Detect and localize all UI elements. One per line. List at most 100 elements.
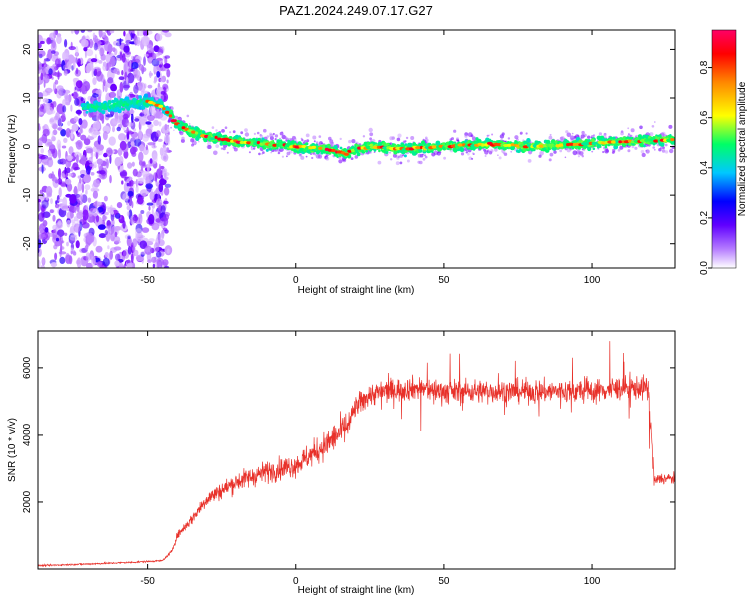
noise-speckle: [79, 169, 87, 176]
colorbar-tick-label: 0.8: [699, 60, 710, 74]
halo-speckle: [317, 154, 323, 159]
noise-speckle: [87, 135, 91, 139]
noise-speckle: [65, 128, 71, 138]
noise-speckle: [38, 202, 41, 212]
noise-speckle: [126, 236, 132, 247]
halo-speckle: [658, 148, 662, 152]
halo-speckle: [272, 132, 275, 136]
halo-speckle: [396, 137, 401, 142]
noise-speckle: [72, 91, 78, 100]
halo-speckle: [548, 135, 553, 140]
halo-speckle: [488, 151, 493, 155]
halo-speckle: [465, 151, 468, 154]
halo-speckle: [631, 145, 635, 149]
noise-speckle: [54, 252, 58, 261]
spectrogram-x-axis: -50 0 50 100: [140, 30, 601, 286]
noise-speckle: [133, 84, 139, 94]
halo-speckle: [664, 143, 668, 147]
noise-speckle: [73, 185, 78, 195]
noise-speckle: [59, 256, 66, 264]
noise-speckle: [47, 142, 53, 146]
ridge-core: [246, 141, 252, 145]
noise-speckle: [130, 253, 134, 264]
noise-speckle: [85, 189, 88, 195]
ridge-core: [256, 141, 261, 145]
noise-speckle: [112, 118, 120, 125]
noise-speckle: [68, 173, 74, 177]
ridge-mark: [326, 143, 331, 148]
halo-speckle: [564, 156, 567, 159]
noise-speckle: [38, 139, 43, 148]
halo-speckle: [501, 132, 505, 136]
noise-speckle: [59, 248, 62, 258]
noise-speckle: [50, 262, 58, 268]
colorbar: 0.0 0.2 0.4 0.6 0.8 Normalized spectral ampl…: [699, 29, 748, 275]
noise-speckle: [85, 49, 94, 57]
y-tick-label: -10: [22, 187, 33, 202]
halo-speckle: [587, 135, 591, 139]
halo-speckle: [436, 151, 441, 156]
spectrogram-y-axis: -20 -10 0 10 20: [22, 43, 675, 251]
halo-speckle: [224, 126, 228, 129]
noise-speckle: [81, 119, 88, 129]
noise-speckle: [94, 200, 98, 209]
noise-speckle: [60, 203, 69, 211]
halo-speckle: [498, 156, 502, 160]
noise-speckle: [119, 51, 123, 61]
noise-speckle: [155, 218, 161, 223]
noise-speckle: [99, 170, 106, 175]
halo-speckle: [451, 137, 454, 141]
noise-speckle: [147, 84, 153, 89]
ridge-core: [610, 140, 617, 144]
noise-speckle: [143, 56, 146, 66]
noise-speckle: [65, 159, 72, 168]
noise-speckle: [126, 211, 130, 217]
noise-speckle: [107, 245, 110, 250]
noise-speckle: [141, 170, 150, 177]
noise-speckle: [52, 123, 58, 130]
ridge-mark: [265, 148, 269, 152]
noise-speckle: [61, 112, 66, 121]
halo-speckle: [484, 155, 487, 157]
halo-speckle: [369, 132, 374, 137]
halo-speckle: [274, 134, 279, 138]
noise-speckle: [38, 198, 41, 203]
noise-speckle: [38, 50, 46, 57]
noise-speckle: [135, 171, 142, 178]
noise-speckle: [71, 93, 74, 97]
noise-speckle: [80, 30, 86, 33]
halo-speckle: [373, 151, 376, 154]
noise-speckle: [80, 154, 87, 166]
noise-speckle: [57, 70, 60, 80]
noise-speckle: [123, 30, 126, 37]
y-tick-label: 2000: [22, 490, 33, 513]
noise-speckle: [131, 161, 135, 167]
ridge-mark: [183, 123, 189, 128]
halo-speckle: [572, 150, 578, 156]
halo-speckle: [338, 159, 343, 164]
noise-speckle: [95, 89, 103, 95]
x-tick-label: -50: [140, 275, 155, 286]
halo-speckle: [351, 139, 356, 144]
ridge-mark: [219, 142, 224, 146]
noise-speckle: [40, 72, 44, 81]
noise-speckle: [95, 214, 100, 223]
noise-speckle: [145, 191, 149, 195]
halo-speckle: [250, 147, 254, 151]
ridge-core: [343, 152, 350, 156]
noise-speckle: [54, 79, 59, 85]
halo-speckle: [168, 118, 172, 123]
noise-speckle: [139, 82, 146, 92]
halo-speckle: [180, 138, 185, 143]
noise-speckle: [91, 68, 95, 78]
noise-speckle: [65, 193, 72, 198]
noise-speckle: [42, 159, 48, 164]
noise-speckle: [104, 212, 109, 216]
halo-speckle: [213, 150, 218, 156]
halo-speckle: [620, 131, 624, 136]
noise-speckle: [122, 113, 129, 120]
halo-speckle: [422, 157, 426, 161]
halo-speckle: [406, 159, 410, 163]
halo-speckle: [266, 135, 270, 138]
noise-speckle: [164, 265, 170, 268]
